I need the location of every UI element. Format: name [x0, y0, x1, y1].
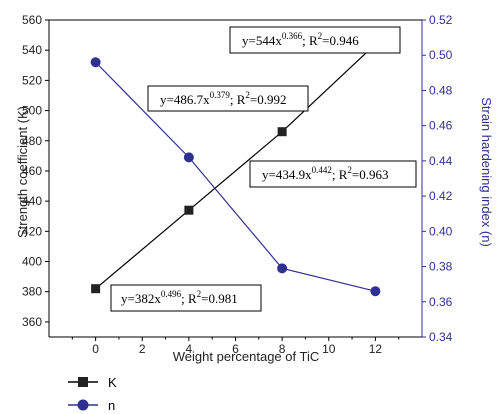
axes-layer: 0 2 4 6 8 10 12 360 380 400 420 440 460 480 500 520 540 5… [22, 13, 453, 356]
data-point-k [184, 205, 194, 215]
left-tick-label: 520 [22, 73, 42, 87]
annotation-text: ; R [332, 167, 348, 182]
svg-text:y=544x0.366; R2=0.946: y=544x0.366; R2=0.946 [242, 31, 359, 48]
annotation-power: 0.442 [312, 165, 332, 175]
annotation-box-k0: y=382x0.496; R2=0.981 [110, 284, 262, 312]
annotation-text: y=382x [121, 291, 161, 306]
annotation-power: 2 [245, 90, 250, 100]
annotation-power: 0.366 [282, 31, 303, 41]
right-tick-label: 0.50 [429, 48, 453, 62]
right-tick-label: 0.44 [429, 154, 453, 168]
left-tick-label: 380 [22, 285, 42, 299]
data-point-k [91, 284, 101, 294]
data-point-n [90, 57, 101, 68]
annotation-text: y=486.7x [160, 92, 210, 107]
legend-label-n: n [108, 398, 115, 413]
left-tick-label: 460 [22, 164, 42, 178]
legend-item-k: K [68, 375, 117, 390]
legend-square-marker [78, 377, 88, 387]
series-line-n [95, 61, 376, 292]
right-tick-label: 0.46 [429, 119, 453, 133]
annotation-text: =0.981 [201, 291, 238, 306]
legend-item-n: n [68, 398, 115, 413]
right-tick-label: 0.40 [429, 224, 453, 238]
left-tick-label: 360 [22, 315, 42, 329]
series-layer [90, 39, 381, 297]
left-tick-label: 560 [22, 13, 42, 27]
right-tick-label: 0.34 [429, 330, 453, 344]
annotation-power: 0.496 [161, 289, 182, 299]
legend: K n [68, 375, 117, 413]
annotation-box-k4: y=434.9x0.442; R2=0.963 [249, 160, 417, 188]
annotation-text: ; R [302, 33, 318, 48]
annotation-box-k12: y=544x0.366; R2=0.946 [229, 26, 401, 54]
left-tick-label: 440 [22, 194, 42, 208]
annotation-text: y=434.9x [262, 167, 312, 182]
x-tick-label: 2 [139, 342, 146, 356]
data-point-n [183, 152, 194, 163]
right-tick-label: 0.36 [429, 295, 453, 309]
data-point-n [277, 263, 288, 274]
x-tick-label: 10 [322, 342, 336, 356]
left-tick-label: 540 [22, 43, 42, 57]
left-tick-label: 480 [22, 134, 42, 148]
data-point-k [277, 127, 287, 137]
svg-text:y=434.9x0.442; R2=0.963: y=434.9x0.442; R2=0.963 [262, 165, 388, 182]
annotation-power: 0.379 [210, 90, 231, 100]
annotation-text: =0.946 [322, 33, 359, 48]
x-tick-label: 0 [92, 342, 99, 356]
annotation-box-k8: y=486.7x0.379; R2=0.992 [147, 85, 309, 112]
right-tick-label: 0.42 [429, 189, 453, 203]
right-axis-title: Strain hardening index (n) [479, 97, 494, 247]
right-tick-label: 0.48 [429, 83, 453, 97]
annotation-text: ; R [230, 92, 246, 107]
x-tick-label: 8 [279, 342, 286, 356]
series-line-k [95, 43, 376, 290]
right-tick-label: 0.38 [429, 260, 453, 274]
x-tick-label: 12 [369, 342, 383, 356]
x-axis-title: Weight percentage of TiC [173, 349, 319, 364]
annotation-text: =0.963 [352, 167, 389, 182]
svg-text:y=382x0.496; R2=0.981: y=382x0.496; R2=0.981 [121, 289, 238, 306]
annotation-power: 2 [197, 289, 202, 299]
left-tick-label: 400 [22, 255, 42, 269]
x-tick-label: 6 [232, 342, 239, 356]
left-tick-label: 500 [22, 104, 42, 118]
annotation-text: =0.992 [250, 92, 287, 107]
right-tick-label: 0.52 [429, 13, 453, 27]
data-point-n [370, 286, 381, 297]
x-tick-label: 4 [186, 342, 193, 356]
svg-text:y=486.7x0.379; R2=0.992: y=486.7x0.379; R2=0.992 [160, 90, 286, 107]
left-axis-title: Strength coefficient (K) [15, 106, 30, 238]
annotation-text: ; R [181, 291, 197, 306]
annotation-power: 2 [347, 165, 352, 175]
legend-circle-marker [77, 399, 89, 411]
left-tick-label: 420 [22, 224, 42, 238]
annotation-power: 2 [318, 31, 323, 41]
annotation-text: y=544x [242, 33, 282, 48]
legend-label-k: K [108, 375, 117, 390]
